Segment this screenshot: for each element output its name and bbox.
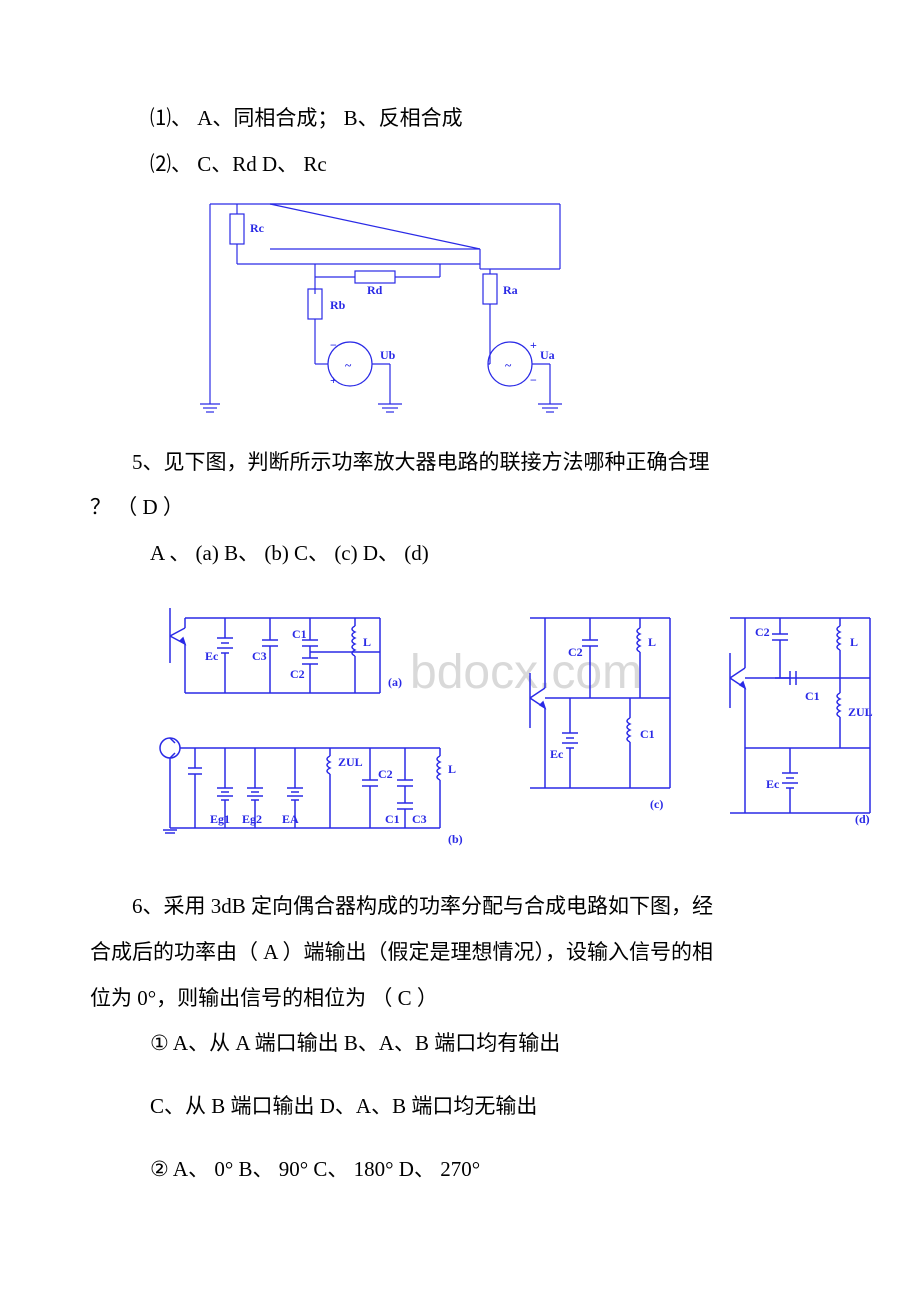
label-d-L: L (850, 635, 858, 649)
label-a-c3: C3 (252, 649, 267, 663)
q6-option-3: ② A、 0° B、 90° C、 180° D、 270° (90, 1151, 830, 1189)
label-c-c2: C2 (568, 645, 583, 659)
ua-minus: − (530, 373, 537, 387)
label-a: (a) (388, 675, 402, 689)
watermark: bdocx.com (410, 646, 642, 699)
label-c-ec: Ec (550, 747, 564, 761)
label-d-c1: C1 (805, 689, 820, 703)
figure-2-amplifier-circuits: bdocx.com (90, 598, 830, 858)
label-c-L: L (648, 635, 656, 649)
ub-plus: + (330, 373, 337, 387)
label-b-zul: ZUL (338, 755, 363, 769)
label-b-c2: C2 (378, 767, 393, 781)
figure-1-transformer-circuit: Rc Rb Rd Ra Ub Ua ~ ~ − + + − (90, 194, 830, 414)
label-a-c2: C2 (290, 667, 305, 681)
label-b-ea: EA (282, 812, 299, 826)
label-b-c1: C1 (385, 812, 400, 826)
q5-text-line1: 5、见下图，判断所示功率放大器电路的联接方法哪种正确合理 (90, 444, 830, 482)
q5-options: A 、 (a) B、 (b) C、 (c) D、 (d) (90, 535, 830, 573)
label-c: (c) (650, 797, 663, 811)
label-d-c2: C2 (755, 625, 770, 639)
label-ra: Ra (503, 283, 518, 297)
label-ua: Ua (540, 348, 555, 362)
label-a-L: L (363, 635, 371, 649)
tilde-ub: ~ (345, 358, 352, 372)
q6-option-2: C、从 B 端口输出 D、A、B 端口均无输出 (90, 1088, 830, 1126)
label-ub: Ub (380, 348, 396, 362)
q6-text-line2: 合成后的功率由（ A ）端输出（假定是理想情况），设输入信号的相 (90, 934, 830, 972)
q5-text-line2: ？ （ D ） (90, 489, 830, 527)
label-d-zul: ZUL (848, 705, 873, 719)
q6-option-1: ① A、从 A 端口输出 B、A、B 端口均有输出 (90, 1025, 830, 1063)
tilde-ua: ~ (505, 358, 512, 372)
label-a-ec: Ec (205, 649, 219, 663)
q6-text-line3: 位为 0°，则输出信号的相位为 （ C ） (90, 980, 830, 1018)
q4-option-1: ⑴、 A、同相合成； B、反相合成 (90, 100, 830, 138)
label-d: (d) (855, 812, 870, 826)
label-b-eg1: Eg1 (210, 812, 230, 826)
label-rc: Rc (250, 221, 265, 235)
label-c-c1: C1 (640, 727, 655, 741)
label-b: (b) (448, 832, 463, 846)
label-b-L: L (448, 762, 456, 776)
label-a-c1: C1 (292, 627, 307, 641)
ub-minus: − (330, 338, 337, 352)
q6-text-line1: 6、采用 3dB 定向偶合器构成的功率分配与合成电路如下图，经 (90, 888, 830, 926)
label-d-ec: Ec (766, 777, 780, 791)
label-b-c3: C3 (412, 812, 427, 826)
ua-plus: + (530, 338, 537, 352)
label-rb: Rb (330, 298, 346, 312)
label-rd: Rd (367, 283, 383, 297)
label-b-eg2: Eg2 (242, 812, 262, 826)
q4-option-2: ⑵、 C、Rd D、 Rc (90, 146, 830, 184)
